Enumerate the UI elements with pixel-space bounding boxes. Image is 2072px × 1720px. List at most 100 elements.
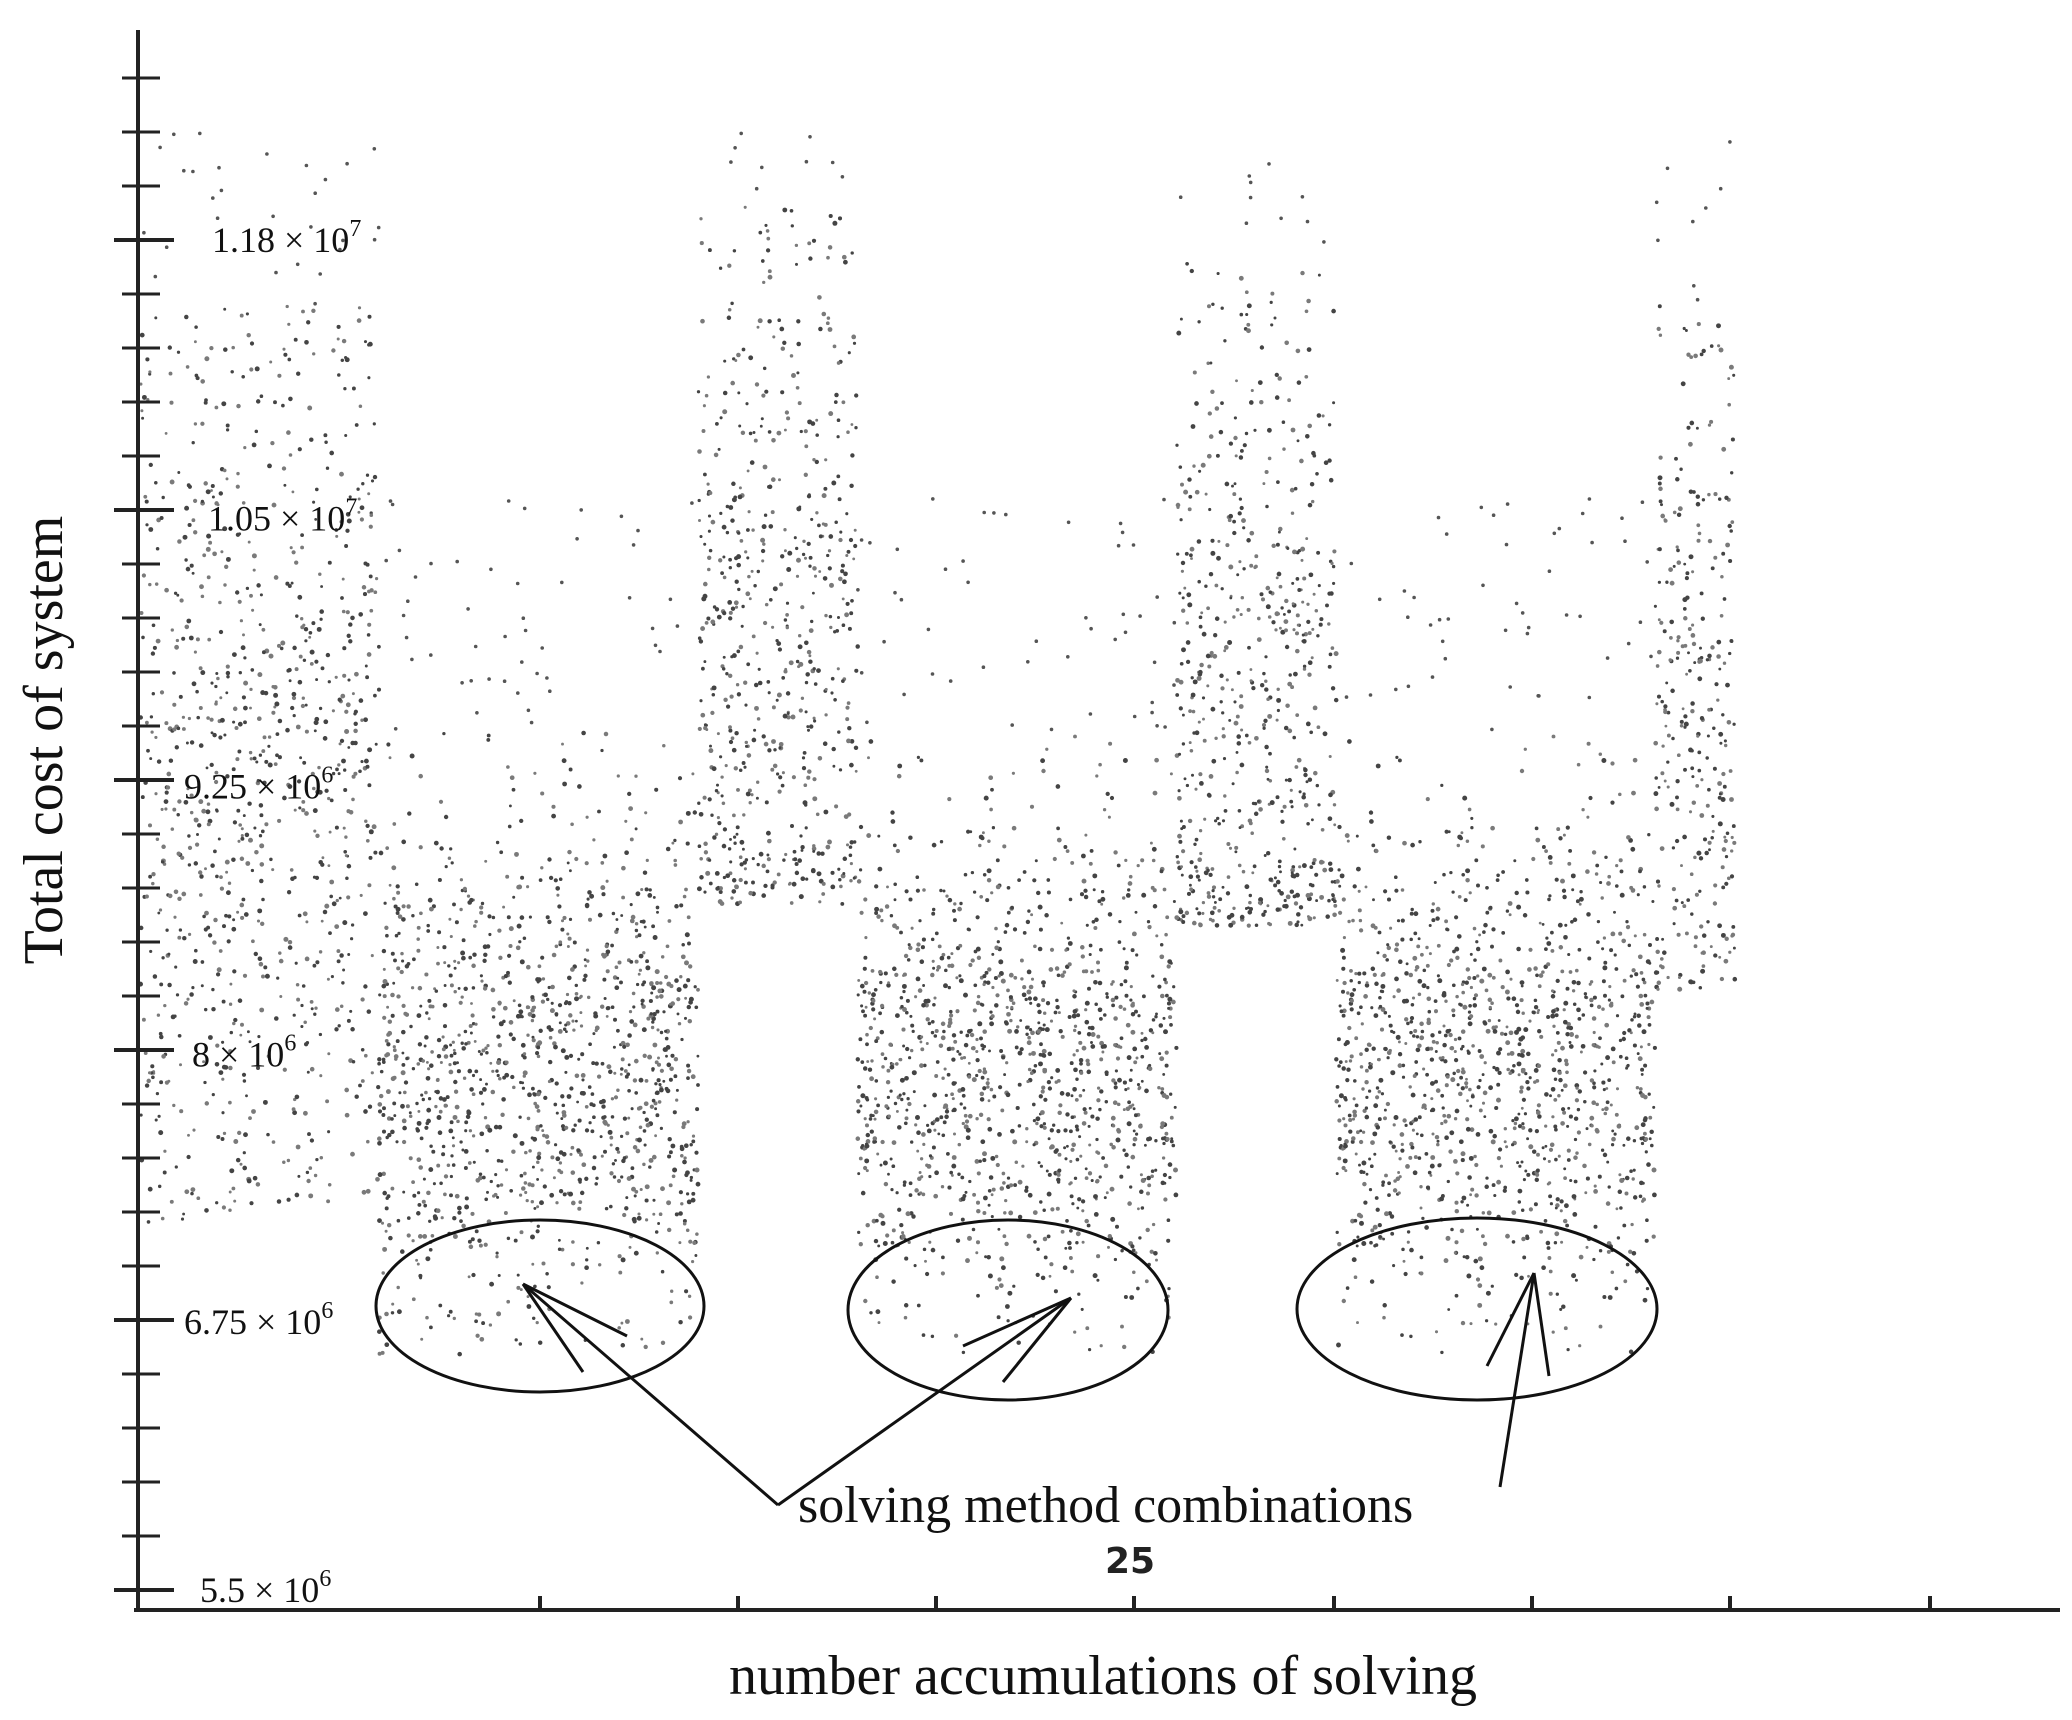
data-point bbox=[941, 1133, 946, 1138]
data-point bbox=[521, 1086, 526, 1090]
data-point bbox=[1181, 920, 1186, 924]
data-point bbox=[1512, 1126, 1517, 1131]
data-point bbox=[1412, 955, 1418, 961]
data-point bbox=[1186, 891, 1192, 896]
data-point bbox=[1267, 456, 1272, 461]
data-point bbox=[840, 175, 845, 179]
data-point bbox=[1214, 923, 1220, 928]
data-point bbox=[681, 942, 685, 947]
data-point bbox=[535, 1229, 540, 1234]
data-point bbox=[687, 1018, 693, 1024]
data-point bbox=[261, 749, 266, 754]
data-point bbox=[1144, 1045, 1149, 1050]
data-point bbox=[196, 715, 200, 720]
data-point bbox=[1468, 1003, 1472, 1008]
data-point bbox=[686, 1063, 691, 1068]
data-point bbox=[226, 939, 231, 944]
data-point bbox=[314, 659, 319, 664]
data-point bbox=[1390, 1231, 1395, 1236]
data-point bbox=[664, 1086, 669, 1091]
data-point bbox=[158, 1130, 164, 1136]
data-point bbox=[203, 400, 208, 405]
data-point bbox=[1228, 564, 1234, 570]
data-point bbox=[426, 1107, 432, 1113]
data-point bbox=[858, 868, 863, 872]
data-point bbox=[1397, 758, 1402, 763]
data-point bbox=[250, 668, 255, 672]
data-point bbox=[1258, 807, 1263, 812]
data-point bbox=[1639, 971, 1644, 975]
data-point bbox=[296, 997, 301, 1002]
data-point bbox=[981, 1047, 985, 1051]
data-point bbox=[840, 569, 845, 574]
data-point bbox=[830, 884, 836, 890]
data-point bbox=[1095, 1150, 1099, 1154]
data-point bbox=[471, 1021, 476, 1026]
data-point bbox=[365, 1188, 371, 1194]
data-point bbox=[331, 348, 336, 353]
data-point bbox=[925, 1271, 930, 1277]
data-point bbox=[1001, 1171, 1006, 1176]
data-point bbox=[1237, 863, 1242, 868]
data-point bbox=[649, 982, 654, 987]
data-point bbox=[777, 318, 781, 323]
data-point bbox=[246, 1178, 252, 1184]
data-point bbox=[1302, 664, 1307, 669]
data-point bbox=[628, 806, 634, 812]
data-point bbox=[449, 1053, 454, 1058]
data-point bbox=[224, 913, 228, 918]
data-point bbox=[557, 904, 562, 909]
data-point bbox=[1094, 1002, 1098, 1007]
data-point bbox=[449, 934, 453, 939]
data-point bbox=[597, 912, 603, 918]
data-point bbox=[1228, 718, 1232, 722]
data-point bbox=[401, 1029, 406, 1035]
data-point bbox=[608, 1069, 613, 1075]
data-point bbox=[1121, 612, 1126, 617]
data-point bbox=[350, 1027, 355, 1032]
data-point bbox=[651, 1067, 655, 1071]
data-point bbox=[163, 1149, 167, 1153]
data-point bbox=[189, 563, 194, 568]
data-point bbox=[464, 1204, 470, 1210]
data-point bbox=[390, 1117, 394, 1121]
data-point bbox=[329, 798, 334, 803]
data-point bbox=[829, 582, 834, 588]
data-point bbox=[1213, 900, 1217, 904]
data-point bbox=[527, 1182, 532, 1187]
data-point bbox=[941, 1076, 945, 1080]
data-point bbox=[268, 653, 274, 659]
data-point bbox=[519, 1288, 523, 1292]
data-point bbox=[818, 534, 823, 539]
data-point bbox=[1177, 833, 1182, 839]
data-point bbox=[1035, 1272, 1040, 1277]
data-point bbox=[940, 1271, 945, 1276]
data-point bbox=[1328, 652, 1333, 657]
data-point bbox=[1040, 1089, 1045, 1094]
data-point bbox=[627, 1033, 632, 1038]
data-point bbox=[638, 1077, 644, 1083]
data-point bbox=[162, 1170, 167, 1175]
data-point bbox=[648, 998, 653, 1004]
data-point bbox=[997, 1277, 1002, 1282]
data-point bbox=[1047, 1086, 1053, 1091]
data-point bbox=[220, 1137, 225, 1141]
data-point bbox=[1307, 660, 1313, 666]
data-point bbox=[995, 993, 1000, 998]
data-point bbox=[763, 513, 768, 517]
data-point bbox=[1149, 1249, 1154, 1254]
data-point bbox=[1358, 928, 1364, 933]
data-point bbox=[344, 544, 349, 548]
data-point bbox=[1100, 902, 1104, 906]
data-point bbox=[1201, 900, 1206, 905]
data-point bbox=[1036, 890, 1041, 896]
data-point bbox=[240, 1022, 244, 1027]
data-point bbox=[1444, 829, 1449, 834]
data-point bbox=[1292, 549, 1297, 555]
data-point bbox=[686, 1076, 690, 1080]
data-point bbox=[957, 906, 962, 912]
data-point bbox=[488, 932, 492, 937]
data-point bbox=[1520, 1106, 1524, 1110]
data-point bbox=[219, 696, 223, 700]
data-point bbox=[616, 1028, 620, 1033]
